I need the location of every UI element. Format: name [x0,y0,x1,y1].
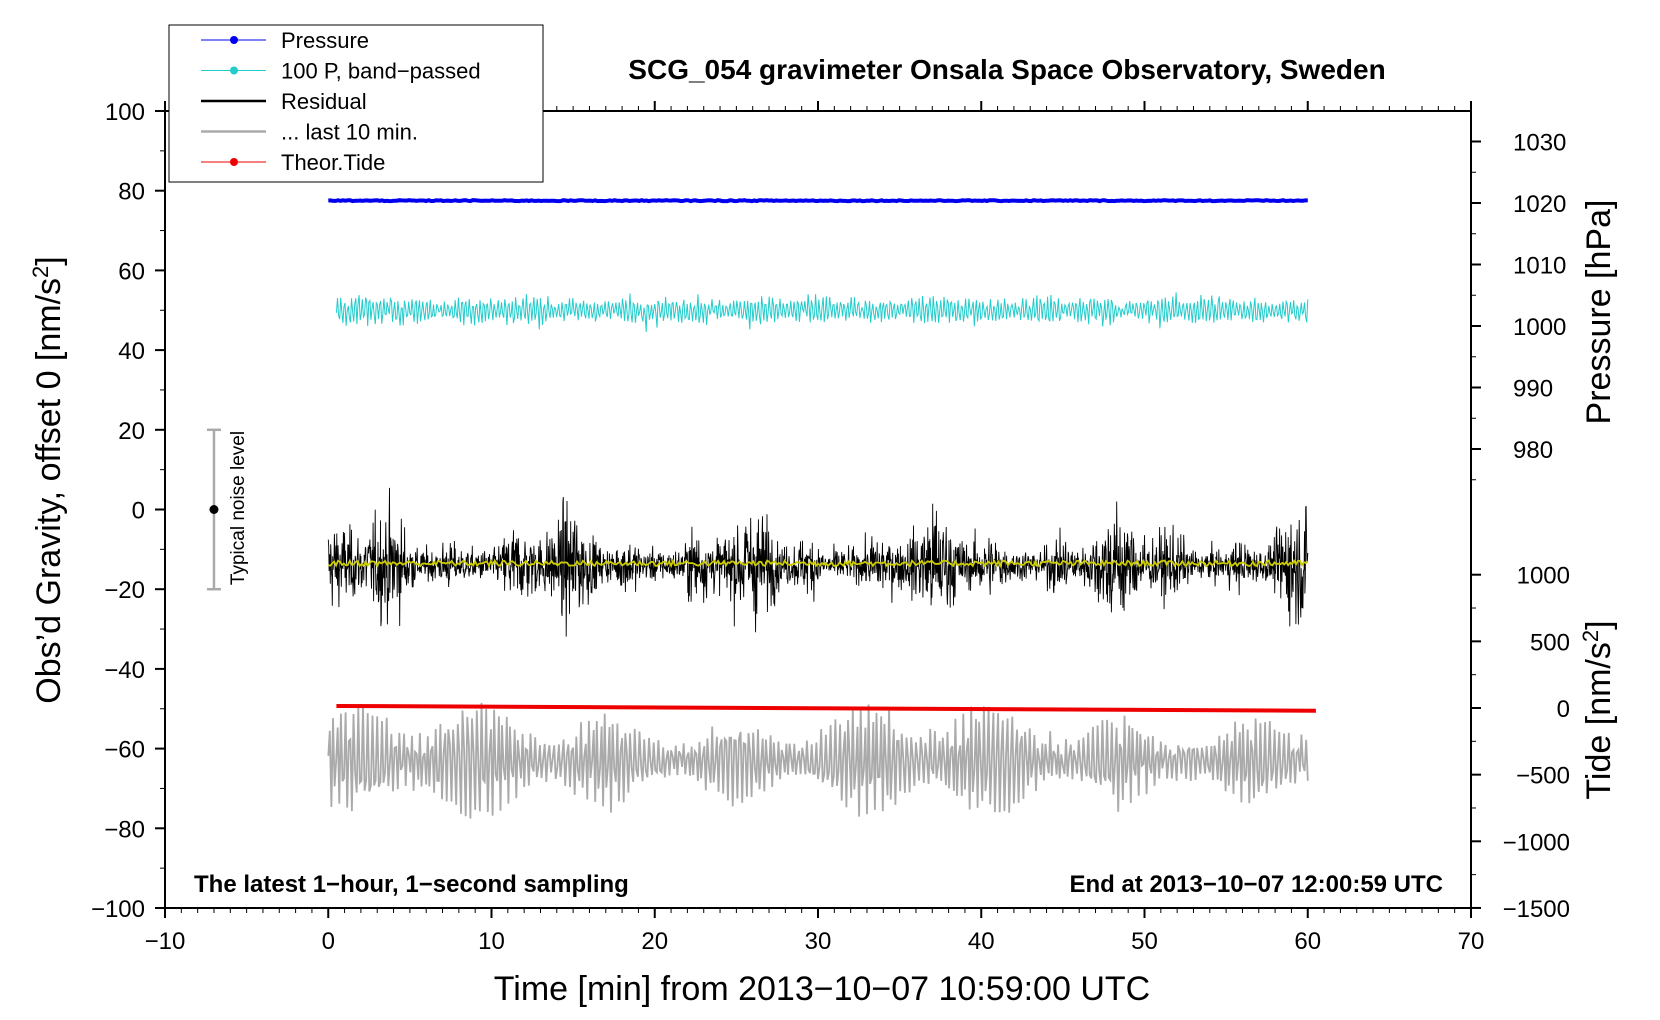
legend-item: Residual [201,89,367,114]
annotation-end-time: End at 2013−10−07 12:00:59 UTC [1069,871,1443,898]
y-tide-tick-label: 500 [1530,629,1570,656]
legend-label: 100 P, band−passed [281,59,481,84]
y-left-tick-label: 100 [105,99,145,126]
y-pressure-tick-label: 1030 [1513,130,1566,157]
legend-item: Theor.Tide [201,150,385,175]
legend-swatch-marker [230,66,238,75]
y-left-tick-label: 60 [118,258,145,285]
y-left-tick-label: −80 [104,816,145,843]
series-bandpassed-line [335,292,1309,332]
y-pressure-tick-label: 980 [1513,437,1553,464]
y-axis-label-left: Obs’d Gravity, offset 0 [nm/s2] [28,256,68,703]
series-layer [327,198,1316,819]
legend-swatch-marker [230,158,238,166]
chart-title: SCG_054 gravimeter Onsala Space Observat… [628,54,1385,85]
noise-label: Typical noise level [228,431,249,585]
x-tick-label: 30 [805,928,832,955]
y-tide-tick-label: −1000 [1503,829,1570,856]
legend-item: ... last 10 min. [201,120,418,145]
y-pressure-tick-label: 1010 [1513,253,1566,280]
y-tide-tick-label: −1500 [1503,896,1570,923]
plot-frame [164,110,1472,909]
y-left-tick-label: 20 [118,418,145,445]
y-axis-label-tide: Tide [nm/s2] [1578,620,1618,799]
y-left-tick-label: 0 [132,498,145,525]
y-axis-label-pressure: Pressure [hPa] [1580,200,1618,425]
y-left-tick-label: 80 [118,179,145,206]
axis-layer: −10 0 10 20 30 40 50 60 70−100−80−60−40−20020406… [91,99,1570,955]
x-axis-label: Time [min] from 2013−10−07 10:59:00 UTC [494,970,1150,1008]
series-theor-tide-line [336,703,1316,713]
legend-box [168,24,544,183]
y-pressure-tick-label: 1000 [1513,314,1566,341]
x-tick-label: 20 [641,928,668,955]
y-left-tick-label: −40 [104,657,145,684]
legend-swatch-marker [230,36,238,44]
y-left-tick-label: −60 [104,737,145,764]
x-tick-label: 40 [968,928,995,955]
annotation-latest-hour: The latest 1−hour, 1−second sampling [194,871,629,898]
y-tide-tick-label: 1000 [1517,563,1570,590]
legend-label: Pressure [281,28,369,53]
y-pressure-tick-label: 1020 [1513,191,1566,218]
noise-bar-center-dot [209,505,219,514]
y-tide-tick-label: −500 [1516,763,1570,790]
series-residual-mean-line [328,558,1309,569]
legend: Pressure 100 P, band−passed Residual ... la… [168,24,544,183]
y-left-tick-label: −20 [104,577,145,604]
x-tick-label: 0 [322,928,335,955]
legend-item: 100 P, band−passed [201,59,481,84]
y-tide-tick-label: 0 [1557,696,1570,723]
noise-bar [206,428,221,591]
y-left-tick-label: −100 [91,896,145,923]
series-last10min-line [327,702,1309,819]
x-tick-label: 60 [1294,928,1321,955]
legend-item: Pressure [201,28,369,53]
x-tick-label: −10 [145,928,186,955]
series-pressure-line [328,198,1308,204]
legend-label: Theor.Tide [281,150,385,175]
y-pressure-tick-label: 990 [1513,376,1553,403]
x-tick-label: 50 [1131,928,1158,955]
x-tick-label: 10 [478,928,505,955]
x-tick-label: 70 [1458,928,1485,955]
legend-label: ... last 10 min. [281,120,418,145]
y-left-tick-label: 40 [118,338,145,365]
legend-label: Residual [281,89,367,114]
